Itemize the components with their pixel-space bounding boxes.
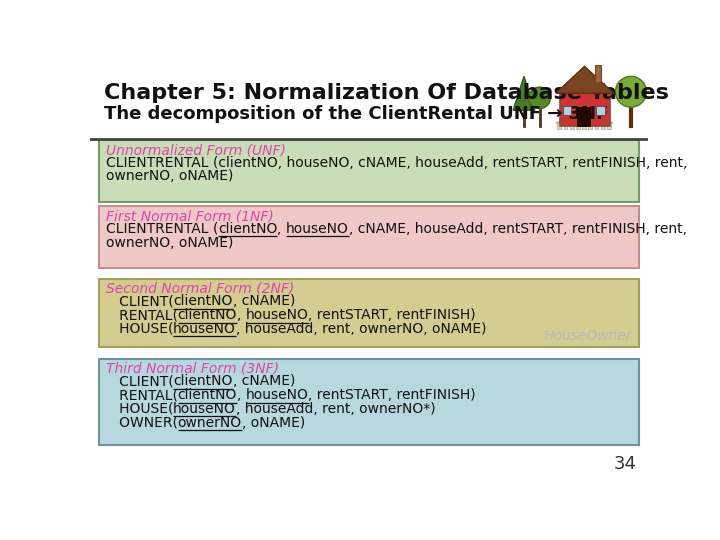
Text: CLIENT(: CLIENT( [106,294,174,308]
FancyBboxPatch shape [577,107,590,126]
FancyBboxPatch shape [570,121,574,129]
Text: Second Normal Form (2NF): Second Normal Form (2NF) [106,282,294,296]
Text: , houseAdd, rent, ownerNO, oNAME): , houseAdd, rent, ownerNO, oNAME) [236,322,487,336]
Text: , houseAdd, rent, ownerNO*): , houseAdd, rent, ownerNO*) [236,402,436,416]
FancyBboxPatch shape [99,206,639,268]
Text: CLIENTRENTAL (clientNO, houseNO, cNAME, houseAdd, rentSTART, rentFINISH, rent,: CLIENTRENTAL (clientNO, houseNO, cNAME, … [106,156,687,170]
FancyBboxPatch shape [563,106,571,115]
Text: houseNO: houseNO [173,322,236,336]
Text: HOUSE(: HOUSE( [106,322,173,336]
FancyBboxPatch shape [576,121,580,129]
Text: , cNAME): , cNAME) [233,374,295,388]
Polygon shape [513,76,535,110]
Circle shape [616,76,647,107]
Text: houseNO: houseNO [246,388,308,402]
FancyBboxPatch shape [596,106,605,115]
Text: houseNO: houseNO [246,308,308,322]
Text: ,: , [237,388,246,402]
FancyBboxPatch shape [559,93,610,126]
Text: clientNO: clientNO [178,388,237,402]
FancyBboxPatch shape [595,121,598,129]
FancyBboxPatch shape [600,121,605,129]
Text: , rentSTART, rentFINISH): , rentSTART, rentFINISH) [308,388,476,402]
Text: , cNAME): , cNAME) [233,294,295,308]
Text: Chapter 5: Normalization Of Database Tables: Chapter 5: Normalization Of Database Tab… [104,83,669,103]
Polygon shape [556,66,614,93]
Text: houseNO: houseNO [173,402,236,416]
Text: OWNER(: OWNER( [106,416,178,430]
Circle shape [528,87,550,109]
FancyBboxPatch shape [607,121,611,129]
Text: Unnormalized Form (UNF): Unnormalized Form (UNF) [106,143,285,157]
Text: ownerNO, oNAME): ownerNO, oNAME) [106,170,233,184]
Text: Third Normal Form (3NF): Third Normal Form (3NF) [106,362,279,376]
Text: ownerNO: ownerNO [178,416,242,430]
FancyBboxPatch shape [99,140,639,202]
FancyBboxPatch shape [564,121,567,129]
Text: clientNO: clientNO [174,294,233,308]
Text: , rentSTART, rentFINISH): , rentSTART, rentFINISH) [308,308,476,322]
Text: 34: 34 [614,455,637,473]
Text: RENTAL(: RENTAL( [106,308,178,322]
Text: ,: , [237,308,246,322]
Text: clientNO: clientNO [218,222,277,236]
Text: The decomposition of the ClientRental UNF → 3NF: The decomposition of the ClientRental UN… [104,105,608,123]
FancyBboxPatch shape [588,121,593,129]
Text: , oNAME): , oNAME) [242,416,305,430]
Text: HOUSE(: HOUSE( [106,402,173,416]
Text: ownerNO, oNAME): ownerNO, oNAME) [106,235,233,249]
FancyBboxPatch shape [90,65,648,139]
Text: First Normal Form (1NF): First Normal Form (1NF) [106,210,274,224]
Text: , cNAME, houseAdd, rentSTART, rentFINISH, rent,: , cNAME, houseAdd, rentSTART, rentFINISH… [349,222,687,236]
Text: HouseOwner: HouseOwner [544,329,632,343]
FancyBboxPatch shape [99,359,639,445]
FancyBboxPatch shape [557,121,561,129]
Text: CLIENT(: CLIENT( [106,374,174,388]
Text: ,: , [277,222,286,236]
FancyBboxPatch shape [582,121,586,129]
Text: houseNO: houseNO [286,222,349,236]
FancyBboxPatch shape [595,65,600,82]
Text: clientNO: clientNO [174,374,233,388]
Text: RENTAL(: RENTAL( [106,388,178,402]
Text: clientNO: clientNO [178,308,237,322]
Text: CLIENTRENTAL (: CLIENTRENTAL ( [106,222,218,236]
FancyBboxPatch shape [99,279,639,347]
